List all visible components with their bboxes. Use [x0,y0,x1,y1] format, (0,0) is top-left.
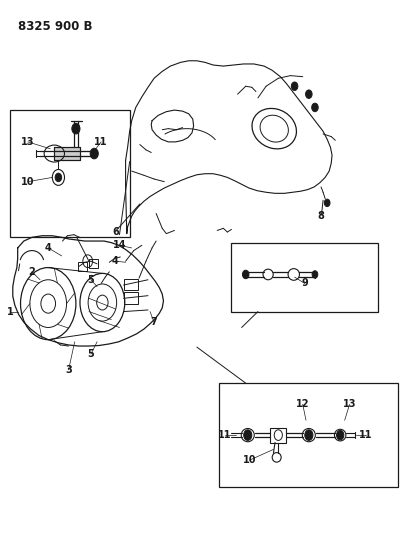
Text: 6: 6 [112,227,119,237]
Text: 8: 8 [317,211,324,221]
Circle shape [291,82,297,91]
Text: 9: 9 [301,278,308,288]
Text: 7: 7 [151,317,157,327]
Bar [78,262,87,271]
Text: 8325 900 B: 8325 900 B [18,20,92,33]
Circle shape [336,430,343,440]
Bar [54,147,80,160]
Bar [123,279,137,290]
Bar [89,259,98,268]
Circle shape [305,90,311,99]
Bar [54,147,80,160]
Text: 11: 11 [358,430,372,440]
Text: 3: 3 [65,365,72,375]
Text: 1: 1 [7,306,13,317]
Text: 12: 12 [295,399,309,409]
Text: 4: 4 [112,256,119,266]
Bar [123,292,137,304]
Bar [270,427,286,442]
Text: 11: 11 [217,430,231,440]
Bar [219,383,398,487]
Text: 14: 14 [112,240,126,251]
Circle shape [242,270,248,279]
Text: 13: 13 [21,137,34,147]
Circle shape [243,430,251,440]
Text: 5: 5 [88,349,94,359]
Text: 2: 2 [29,267,35,277]
Bar [9,110,129,237]
Text: 10: 10 [21,176,34,187]
Circle shape [90,148,98,159]
Text: 13: 13 [342,399,355,409]
Circle shape [324,199,329,207]
Circle shape [311,103,317,112]
Text: 11: 11 [94,137,108,147]
Text: 5: 5 [88,274,94,285]
Text: 4: 4 [45,243,52,253]
Text: 10: 10 [243,455,256,465]
Circle shape [311,271,317,278]
Bar [231,243,377,312]
Circle shape [55,173,61,182]
Circle shape [72,123,80,134]
Circle shape [304,430,312,440]
